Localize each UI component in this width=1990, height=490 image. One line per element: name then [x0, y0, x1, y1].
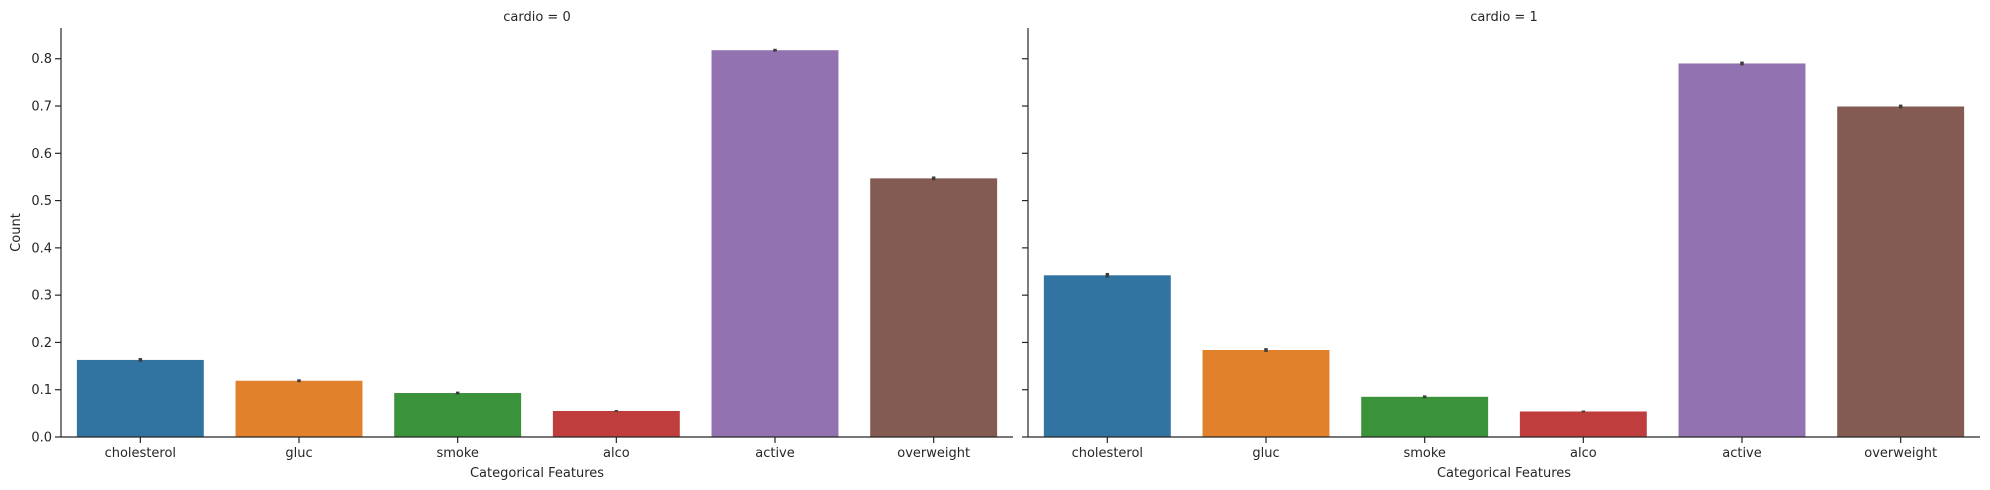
bar-overweight [870, 178, 998, 437]
y-tick-label: 0.8 [31, 52, 52, 67]
x-tick-label: cholesterol [1072, 446, 1143, 461]
bar-gluc [235, 380, 363, 437]
x-tick-label: alco [603, 446, 630, 461]
x-tick-label: overweight [1864, 446, 1937, 461]
panel-cardio-0: cardio = 0 0.0 0.1 0.2 0.3 0.4 0.5 0.6 0.7 0.8 c… [9, 10, 1013, 481]
y-tick-label: 0.4 [31, 241, 52, 256]
bar-cholesterol [76, 359, 204, 437]
bar-overweight [1837, 106, 1965, 437]
x-axis-title: Categorical Features [1437, 466, 1571, 481]
y-tick-label: 0.7 [31, 100, 52, 115]
x-tick-label: cholesterol [105, 446, 176, 461]
x-axis: cholesterol gluc smoke alco active overweight [61, 436, 1013, 461]
y-tick-label: 0.5 [31, 194, 52, 209]
y-axis: 0.0 0.1 0.2 0.3 0.4 0.5 0.6 0.7 0.8 [31, 28, 62, 446]
y-axis-title: Count [9, 213, 24, 252]
x-tick-label: smoke [1403, 446, 1445, 461]
x-axis-title: Categorical Features [470, 466, 604, 481]
x-tick-label: smoke [436, 446, 478, 461]
y-tick-label: 0.1 [31, 383, 52, 398]
bar-active [1678, 63, 1806, 437]
y-tick-label: 0.3 [31, 289, 52, 304]
panel-cardio-1: cardio = 1 cholesterol gluc smoke alco activ… [1022, 10, 1980, 481]
error-bar-group [138, 48, 936, 412]
bar-alco [1519, 411, 1647, 437]
bar-alco [552, 410, 680, 437]
y-tick-label: 0.0 [31, 431, 52, 446]
x-tick-label: active [1722, 446, 1762, 461]
bar-cholesterol [1043, 275, 1171, 437]
y-tick-label: 0.2 [31, 336, 52, 351]
x-tick-label: overweight [897, 446, 970, 461]
panel-title: cardio = 1 [1470, 10, 1537, 25]
bar-group [76, 50, 998, 438]
bar-smoke [1361, 396, 1489, 437]
x-tick-label: gluc [285, 446, 312, 461]
x-tick-label: active [755, 446, 795, 461]
x-tick-label: gluc [1252, 446, 1279, 461]
y-axis [1022, 28, 1029, 438]
bar-gluc [1202, 349, 1330, 437]
bar-smoke [394, 393, 522, 437]
bar-active [711, 50, 839, 438]
panel-title: cardio = 0 [503, 10, 570, 25]
x-tick-label: alco [1570, 446, 1597, 461]
error-bar-group [1105, 61, 1903, 413]
bar-group [1043, 63, 1965, 437]
x-axis: cholesterol gluc smoke alco active overweight [1028, 436, 1980, 461]
y-tick-label: 0.6 [31, 147, 52, 162]
